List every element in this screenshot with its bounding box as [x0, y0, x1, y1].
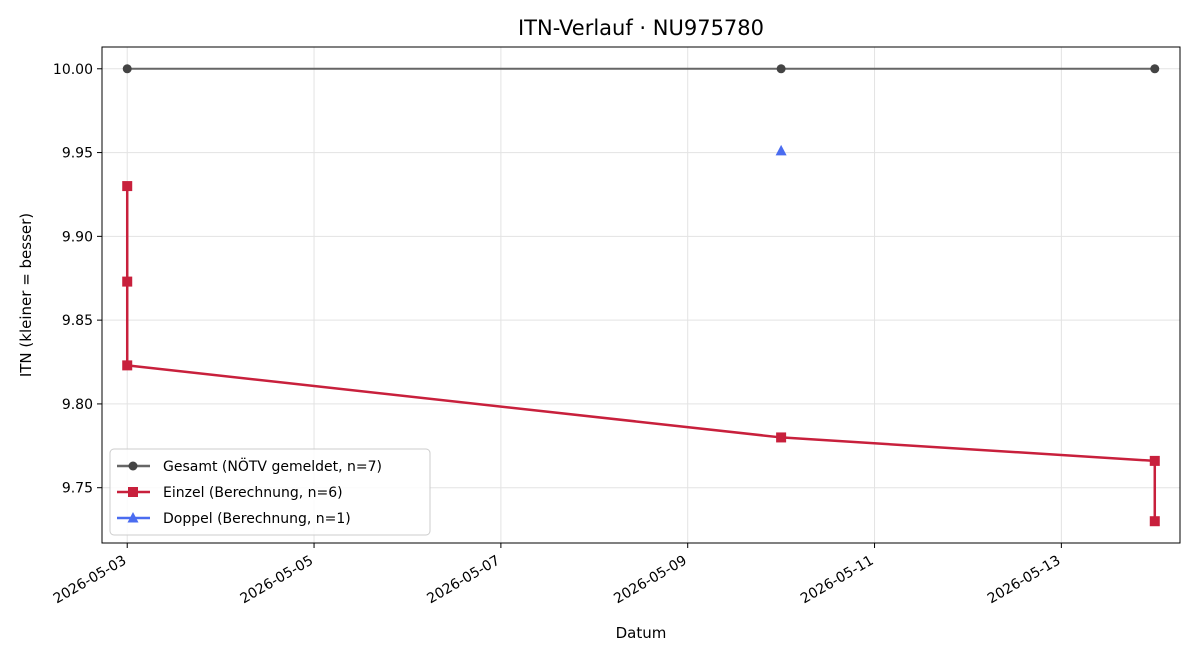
x-axis-label: Datum [616, 624, 667, 642]
plot-area [122, 64, 1160, 527]
legend-marker [128, 461, 138, 471]
data-point [776, 432, 787, 443]
data-point [122, 64, 132, 74]
series-1 [122, 181, 1160, 527]
plot-frame [101, 46, 1181, 544]
data-point [1150, 64, 1160, 74]
chart-title: ITN-Verlauf · NU975780 [518, 16, 764, 40]
y-axis-label: ITN (kleiner = besser) [17, 213, 35, 377]
series-0 [122, 64, 1160, 74]
legend-label: Doppel (Berechnung, n=1) [163, 511, 351, 527]
y-tick-label: 9.90 [62, 229, 93, 245]
legend-item: Doppel (Berechnung, n=1) [117, 511, 351, 527]
legend-label: Einzel (Berechnung, n=6) [163, 485, 343, 501]
series-line [125, 186, 1157, 522]
data-point [775, 144, 787, 156]
legend: Gesamt (NÖTV gemeldet, n=7) Einzel (Berec… [109, 448, 431, 536]
data-point [1149, 455, 1160, 466]
y-tick-label: 9.80 [62, 397, 93, 413]
legend-marker [128, 487, 138, 497]
legend-item: Gesamt (NÖTV gemeldet, n=7) [117, 457, 382, 475]
y-tick-label: 10.00 [53, 62, 93, 78]
series-2 [775, 144, 787, 156]
y-tick-label: 9.85 [62, 313, 93, 329]
y-axis-ticks: 9.75 9.80 9.85 9.90 9.95 10.00 [53, 62, 102, 497]
data-point [776, 64, 786, 74]
y-tick-label: 9.95 [62, 146, 93, 162]
data-point [122, 276, 133, 287]
data-point [122, 181, 133, 192]
data-point [1149, 516, 1160, 527]
legend-marker [127, 512, 139, 523]
legend-label: Gesamt (NÖTV gemeldet, n=7) [163, 457, 382, 475]
data-point [122, 360, 133, 371]
y-tick-label: 9.75 [62, 481, 93, 497]
legend-box [109, 448, 431, 536]
legend-item: Einzel (Berechnung, n=6) [117, 485, 343, 501]
